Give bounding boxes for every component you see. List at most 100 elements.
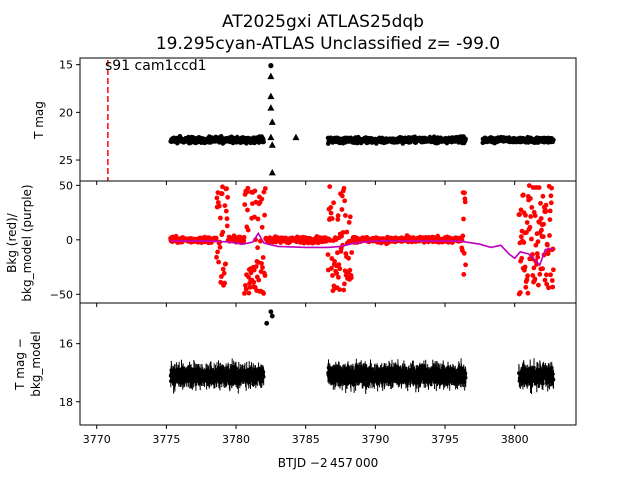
bkg-point [259,224,265,230]
bkg-point [242,202,248,208]
bkg-point [460,233,466,239]
bkg-point [215,249,221,255]
bkg-point [461,272,467,277]
diff-point [261,375,266,379]
bkg-point [540,193,546,199]
bkg-point [537,271,543,277]
panel-bkg-ylabel-line-1: Bkg (red)/ [5,212,19,273]
y-tick-label: 18 [59,396,73,409]
bkg-point [261,189,267,195]
panel-diff-ylabel-line-1: T mag − [13,338,27,391]
bkg-point [518,234,524,240]
bkg-point [225,194,231,200]
bkg-point [223,261,229,267]
bkg-point [540,234,546,240]
bkg-point [255,245,260,251]
bkg-point [336,274,341,280]
bkg-point [221,270,227,276]
bkg-point [540,266,545,272]
tmag-point [261,139,266,145]
bkg-point [462,190,467,196]
bkg-point [538,200,543,206]
bkg-point [251,279,257,285]
diff-outlier-point [264,320,270,326]
bkg-point [214,195,220,201]
diff-outlier-point [269,313,275,319]
tmag-point [463,136,468,141]
bkg-point [224,216,230,222]
bkg-point [547,233,552,238]
bkg-point [523,212,528,218]
bkg-point [336,262,342,267]
bkg-point [529,236,534,242]
bkg-point [347,267,353,273]
bkg-point [340,230,346,235]
bkg-point [551,267,556,273]
y-tick-label: 15 [59,59,73,72]
panel-bkg-ylabel-line-2: bkg_model (purple) [20,184,34,301]
bkg-point [526,183,532,189]
bkg-point [522,264,528,270]
bkg-point [525,290,531,296]
bkg-point [544,272,549,278]
bkg-point [525,273,530,279]
bkg-point [327,184,333,190]
bkg-point [543,202,549,208]
x-tick-label: 3780 [222,433,250,446]
bkg-point [518,207,524,213]
panel-bkg-yticks: 50 0 −50 [50,179,80,301]
bkg-point [223,208,229,214]
bkg-point [342,198,348,204]
tmag-outlier-point [268,63,274,69]
bkg-point [260,255,266,260]
bkg-point [523,284,529,290]
x-axis-label: BTJD −2 457 000 [278,456,378,470]
figure-title: AT2025gxi ATLAS25dqb 19.295cyan-ATLAS Un… [156,12,500,54]
bkg-point [532,213,538,219]
tmag-upper-limit-marker [292,133,300,141]
bkg-point [548,200,554,206]
bkg-point [534,251,540,256]
bkg-point [524,220,530,225]
bkg-point [549,278,555,283]
bkg-point [528,214,534,219]
panel-diff-marks [168,309,556,394]
bkg-point [242,291,247,296]
bkg-point [245,227,251,233]
bkg-point [246,290,252,296]
panel-bkg: 50 0 −50 Bkg (red)/ bkg_model (purple) [5,179,577,304]
bkg-point [216,203,222,209]
bkg-point [259,196,265,202]
bkg-point [545,251,551,257]
panel-diff-ylabel-line-2: bkg_model [29,331,43,397]
bkg-point [530,273,536,278]
diff-point [364,383,369,388]
bkg-point [334,271,340,276]
bkg-point [343,213,348,218]
bkg-point [246,274,252,280]
bkg-point [344,229,350,235]
bkg-point [347,214,353,220]
bkg-point [548,193,554,199]
x-tick-label: 3785 [292,433,320,446]
panel-tmag-marks [107,60,556,181]
bkg-point [337,287,342,292]
bkg-point [521,240,527,245]
x-tick-label: 3800 [501,433,529,446]
bkg-point [547,208,553,214]
bkg-point [219,274,224,279]
bkg-point [255,216,261,222]
y-tick-label: 20 [59,106,73,119]
diff-point [463,375,468,380]
bkg-point [241,238,247,244]
bkg-point [462,199,468,205]
bkg-point [346,255,351,261]
bkg-point [253,264,259,269]
bkg-point [222,280,228,286]
tmag-upper-limit-marker [268,141,276,148]
bkg-point [529,205,535,210]
bkg-point [337,266,343,272]
tmag-upper-limit-marker [267,133,275,141]
bkg-point [535,239,541,245]
